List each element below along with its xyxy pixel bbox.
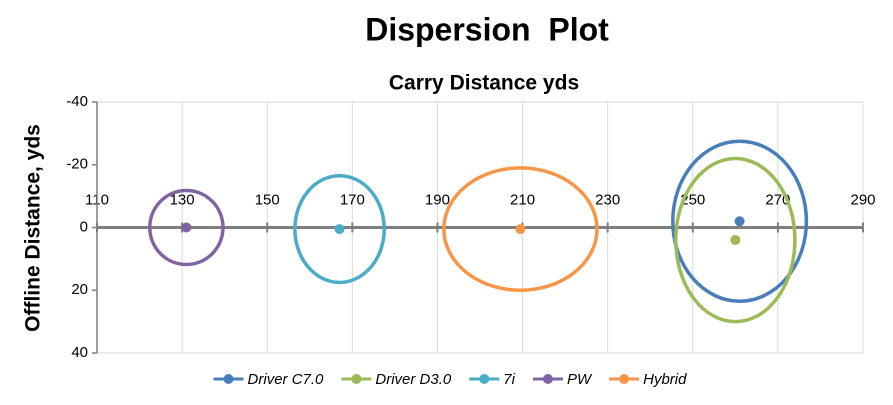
data-point [730,235,741,246]
y-tick-label: 0 [80,218,88,235]
legend-label: 7i [503,371,515,388]
dispersion-ellipse [674,156,797,324]
y-tick-label: 40 [71,344,88,361]
y-tick-label: -40 [66,93,88,110]
legend-label: Hybrid [643,371,687,388]
legend-marker [351,374,362,384]
chart-title: Dispersion Plot [365,11,609,47]
data-point [334,224,345,235]
y-axis-label: Offline Distance, yds [22,124,45,332]
legend-label: Driver C7.0 [248,371,325,388]
legend-label: PW [567,371,593,388]
legend-label: Driver D3.0 [375,371,452,388]
x-tick-label: 150 [255,191,280,208]
dispersion-ellipse [671,139,809,303]
data-point [734,216,745,227]
x-tick-label: 170 [340,191,365,208]
x-tick-label: 130 [170,191,195,208]
legend-marker [479,374,490,384]
legend-marker [619,374,630,384]
x-tick-label: 210 [510,191,535,208]
dispersion-ellipse [442,166,599,293]
x-axis-label: Carry Distance yds [389,72,579,95]
dispersion-ellipse [148,188,225,267]
x-tick-label: 290 [850,191,875,208]
legend-marker [223,374,234,384]
y-tick-label: -20 [66,156,88,173]
x-tick-label: 230 [595,191,620,208]
x-tick-label: 190 [425,191,450,208]
legend-marker [542,374,553,384]
y-tick-label: 20 [71,281,88,298]
dispersion-ellipse [293,173,387,285]
data-point [181,222,192,233]
data-point [515,224,526,235]
